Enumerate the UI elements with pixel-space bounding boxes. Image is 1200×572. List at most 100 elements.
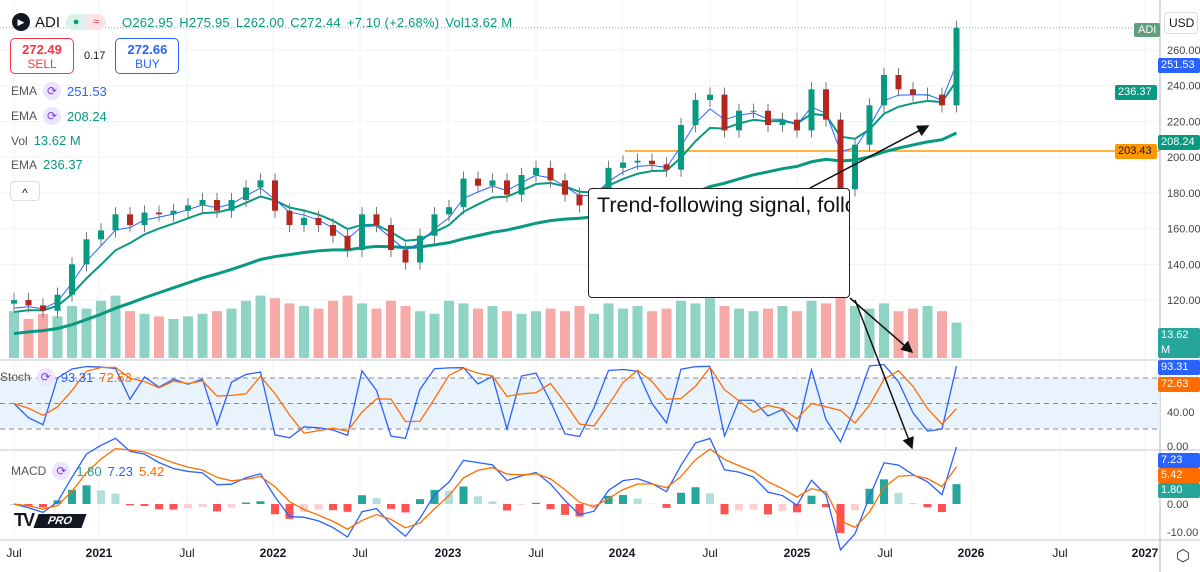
macd-histogram-bar (198, 504, 207, 507)
candle-body (402, 250, 409, 263)
sell-button[interactable]: 272.49 SELL (10, 38, 74, 74)
macd-histogram-bar (575, 504, 584, 517)
buy-button[interactable]: 272.66 BUY (115, 38, 180, 74)
indicator-volume[interactable]: Vol 13.62 M (11, 133, 81, 148)
candle-body (243, 187, 249, 201)
x-tick-label: 2025 (784, 546, 811, 560)
volume-bar (400, 306, 411, 358)
volume-bar (618, 308, 628, 358)
volume-bar (879, 303, 889, 358)
candle-body (910, 89, 916, 95)
y-tick-label: 240.00 (1167, 81, 1200, 93)
volume-bar (690, 303, 701, 358)
volume-bar (386, 300, 396, 358)
macd-histogram-bar (532, 502, 540, 504)
refresh-icon: ⟳ (52, 462, 71, 480)
macd-histogram-bar (662, 504, 671, 508)
y-tick-label: 260.00 (1167, 45, 1200, 57)
macd-histogram-bar (619, 495, 627, 504)
macd-histogram-bar (213, 504, 221, 512)
candle-body (431, 214, 438, 236)
stoch-d-line (13, 366, 957, 434)
macd-histogram-bar (126, 504, 134, 506)
settings-icon[interactable]: ⬡ (1176, 548, 1190, 565)
volume-bar (502, 311, 512, 358)
volume-bar (603, 303, 614, 358)
indicator-ema-3[interactable]: EMA 236.37 (11, 157, 83, 172)
symbol-tag: ADI (1134, 23, 1161, 37)
macd-histogram-bar (952, 484, 961, 504)
symbol-name[interactable]: ADI (35, 13, 61, 31)
volume-bar (705, 298, 715, 358)
volume-bar (299, 306, 309, 358)
macd-histogram-bar (503, 504, 511, 511)
candle-body (25, 300, 32, 306)
candle-body (939, 94, 945, 106)
candle-body (692, 100, 699, 126)
stoch-tick-label: 40.00 (1167, 407, 1195, 419)
macd-histogram-bar (793, 504, 801, 513)
refresh-icon: ⟳ (36, 368, 55, 386)
collapse-legend-button[interactable]: ^ (10, 181, 40, 201)
volume-bar (212, 311, 222, 358)
stoch-legend[interactable]: Stoch ⟳ 93.31 72.63 (0, 368, 132, 386)
indicator-ema-2[interactable]: EMA ⟳ 208.24 (11, 107, 107, 125)
macd-legend[interactable]: MACD ⟳ 1.80 7.23 5.42 (11, 462, 165, 480)
volume-bar (226, 308, 237, 358)
status-pill[interactable]: ● ≈ (66, 14, 107, 30)
candle-body (634, 160, 641, 163)
candle-body (736, 110, 742, 131)
volume-bar (197, 313, 208, 358)
macd-histogram-bar (474, 496, 482, 504)
stoch-tick-label: 0.00 (1167, 441, 1188, 453)
candle-body (185, 205, 191, 211)
macd-histogram-bar (271, 504, 279, 515)
currency-selector[interactable]: USD (1164, 12, 1198, 34)
volume-bar (429, 313, 440, 358)
x-tick-label: Jul (179, 546, 194, 560)
candle-body (504, 180, 510, 195)
x-tick-label: Jul (528, 546, 543, 560)
indicator-ema-1[interactable]: EMA ⟳ 251.53 (11, 82, 107, 100)
spread: 0.17 (84, 50, 106, 62)
play-icon[interactable]: ▶ (12, 13, 30, 31)
candle-body (344, 235, 351, 251)
candle-body (156, 212, 162, 215)
macd-histogram-bar (300, 504, 308, 512)
volume-bar (893, 311, 904, 358)
macd-line (13, 437, 958, 552)
y-tick-label: 160.00 (1167, 224, 1200, 236)
macd-histogram-bar (749, 504, 758, 510)
candle-body (199, 200, 206, 206)
volume-bar (241, 300, 251, 358)
annotation-arrow (849, 297, 914, 353)
volume-axis-label: 13.62 M (1158, 328, 1200, 358)
candle-body (576, 194, 583, 206)
price-axis-label: 203.43 (1115, 144, 1157, 160)
macd-histogram-bar (140, 504, 149, 507)
y-tick-label: 120.00 (1167, 295, 1200, 307)
signal-line (13, 447, 958, 530)
candle-body (721, 94, 728, 131)
macd-histogram-bar (778, 504, 787, 511)
candle-body (214, 200, 220, 211)
candle-body (779, 119, 786, 126)
volume-bar (110, 295, 121, 358)
volume-bar (125, 311, 135, 358)
volume-bar (864, 308, 875, 358)
macd-histogram-bar (314, 504, 323, 510)
volume-bar (415, 311, 425, 358)
macd-histogram-bar (938, 504, 946, 513)
macd-histogram-bar (488, 501, 497, 504)
candle-body (83, 239, 90, 265)
candle-body (272, 180, 278, 211)
candle-body (895, 75, 902, 90)
macd-histogram-bar (851, 504, 859, 511)
symbol-legend: ▶ ADI ● ≈ O262.95 H275.95 L262.00 C272.44 … (12, 13, 512, 31)
candle-body (315, 217, 322, 226)
macd-histogram-bar (24, 504, 33, 506)
ohlc-low: L262.00 (235, 14, 285, 30)
y-tick-label: 180.00 (1167, 188, 1200, 200)
candle-body (112, 214, 119, 231)
